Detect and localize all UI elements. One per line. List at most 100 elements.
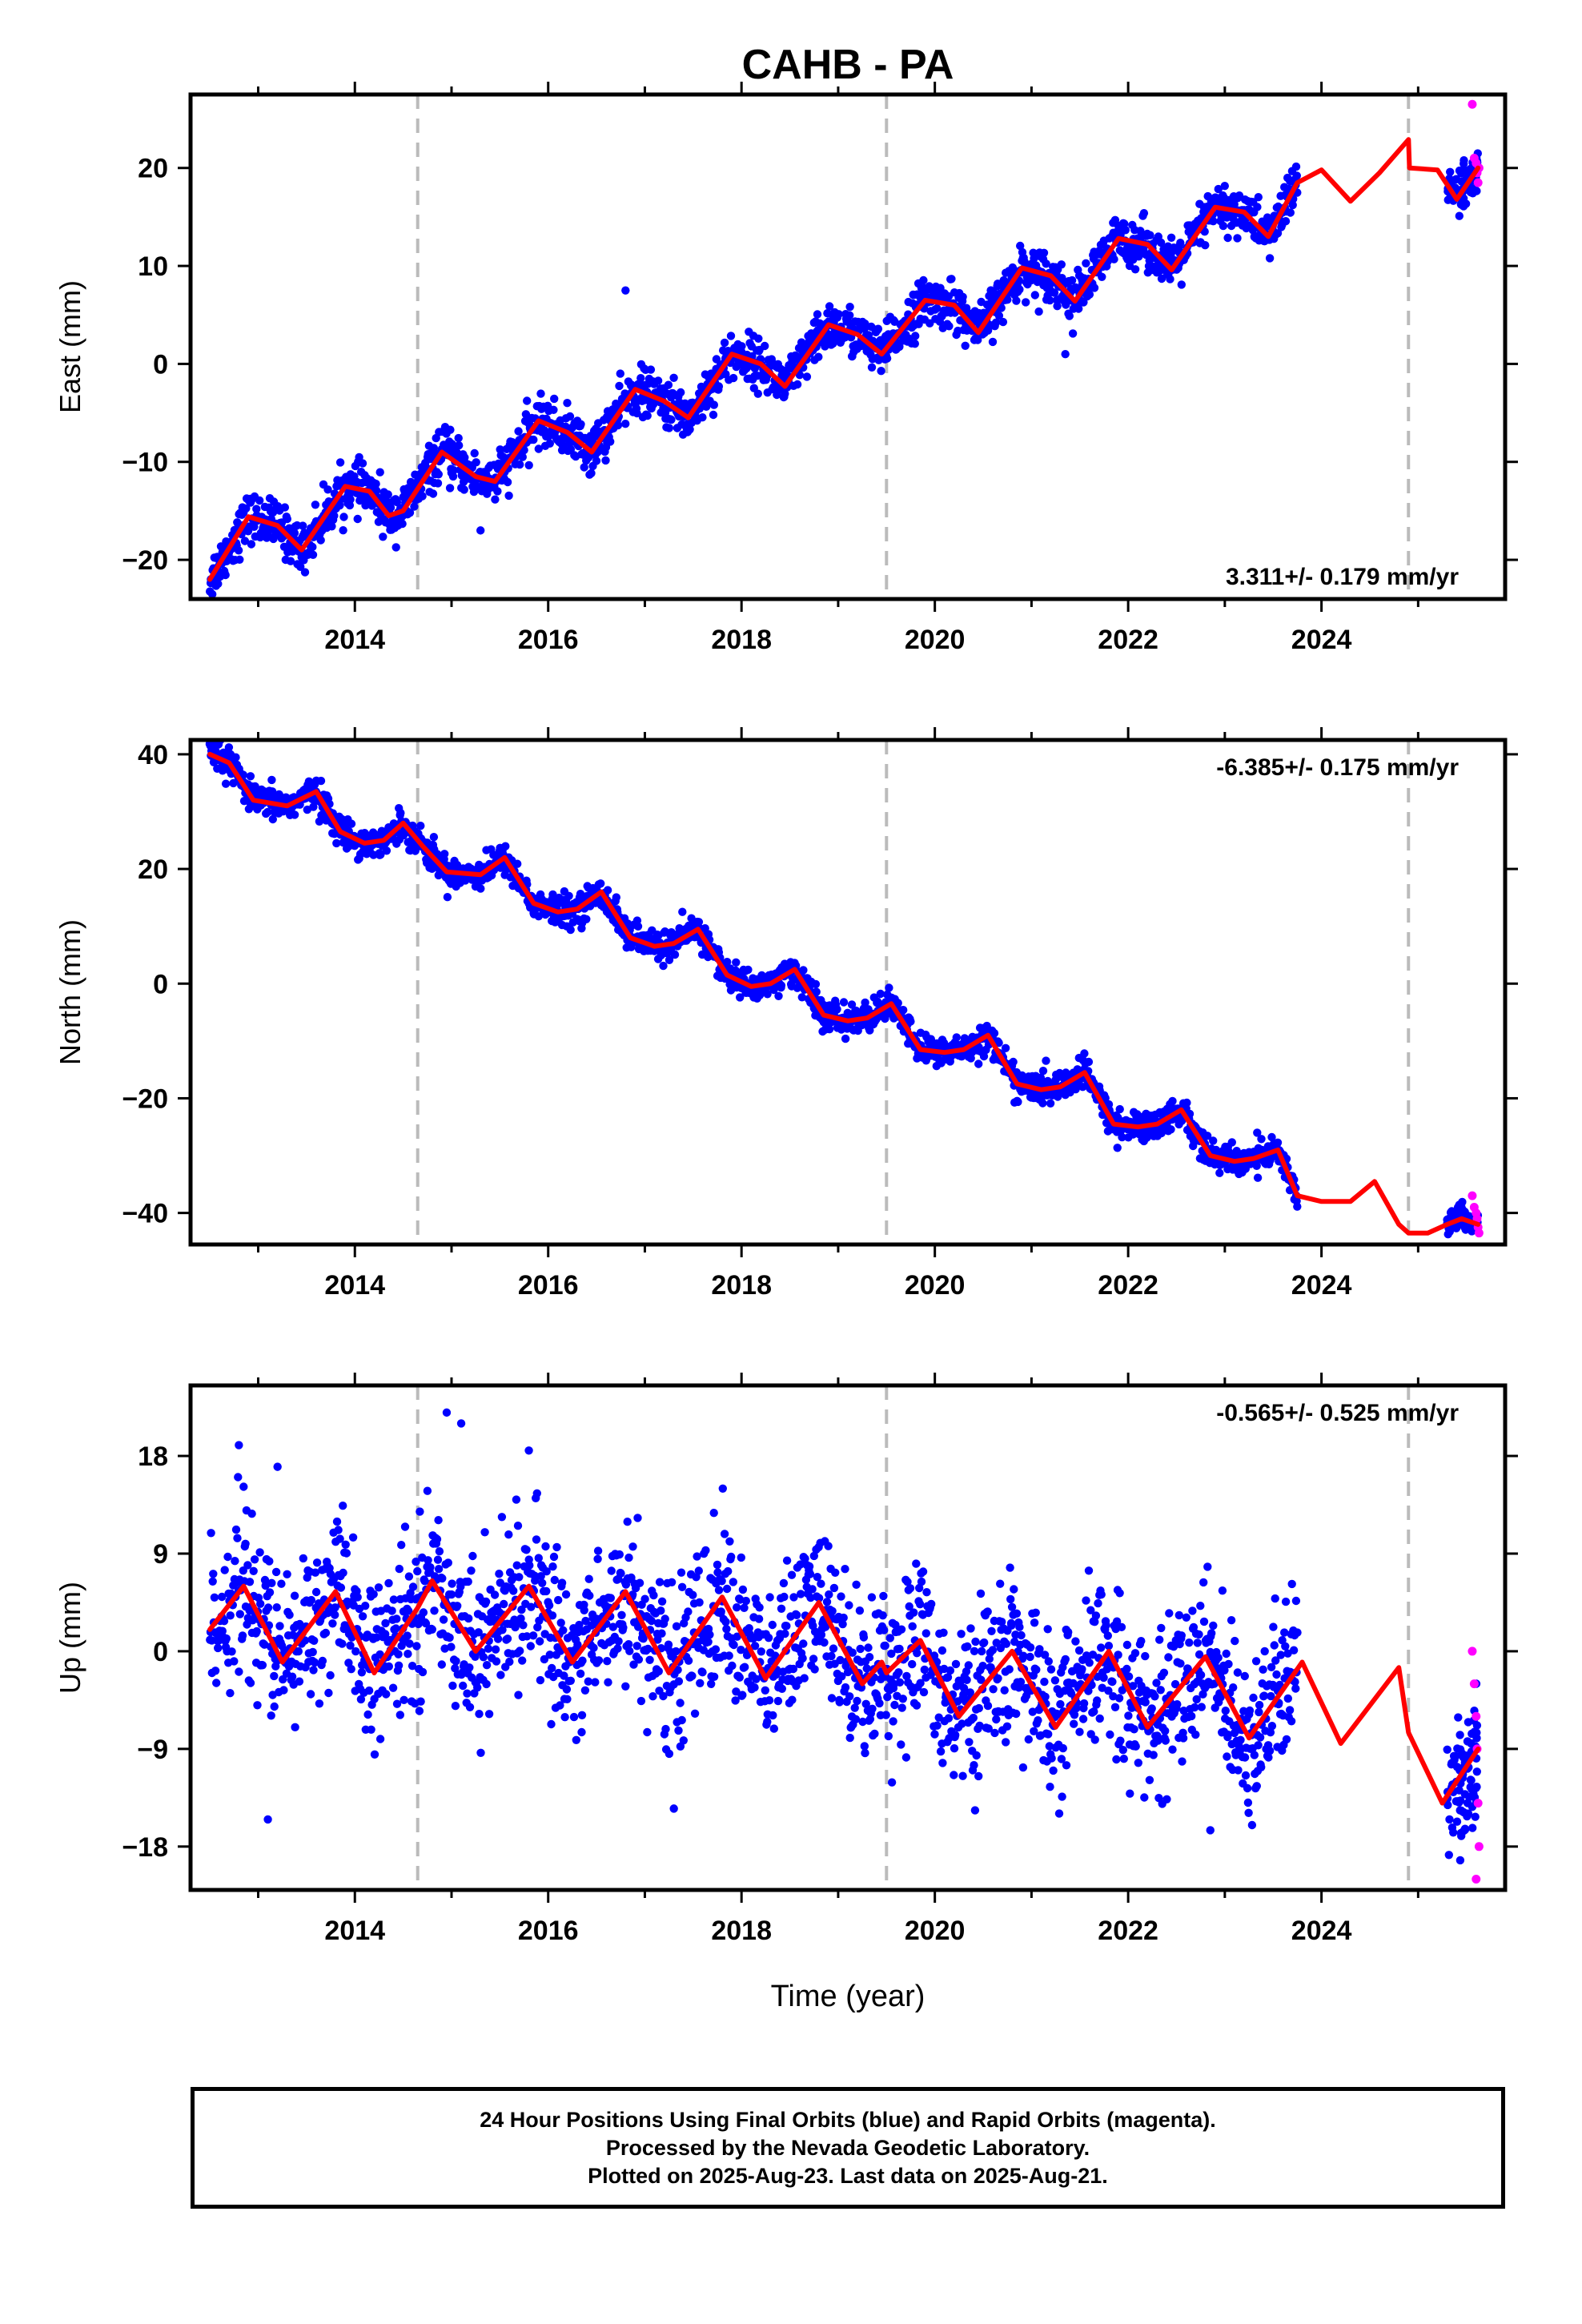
final-orbit-point: [1009, 1057, 1018, 1067]
final-orbit-point: [348, 1533, 358, 1542]
final-orbit-point: [645, 1655, 654, 1664]
final-orbit-point: [669, 373, 678, 382]
final-orbit-point: [440, 850, 449, 858]
final-orbit-point: [448, 1579, 456, 1588]
final-orbit-point: [705, 1630, 714, 1639]
final-orbit-point: [926, 319, 934, 328]
final-orbit-point: [627, 1573, 636, 1582]
final-orbit-point: [601, 456, 610, 465]
final-orbit-point: [617, 1610, 626, 1620]
final-orbit-point: [397, 1541, 406, 1550]
final-orbit-point: [389, 1595, 399, 1604]
final-orbit-point: [834, 310, 843, 319]
final-orbit-point: [802, 372, 812, 381]
final-orbit-points: [206, 149, 1483, 599]
final-orbit-point: [1265, 254, 1275, 263]
final-orbit-point: [773, 390, 781, 400]
final-orbit-point: [497, 1513, 507, 1522]
final-orbit-point: [218, 1592, 227, 1602]
final-orbit-point: [416, 1697, 425, 1706]
final-orbit-point: [569, 1712, 579, 1722]
final-orbit-point: [899, 1006, 908, 1015]
final-orbit-point: [358, 459, 367, 468]
final-orbit-point: [1003, 296, 1012, 304]
final-orbit-point: [1113, 1144, 1122, 1152]
final-orbit-point: [673, 1666, 682, 1675]
final-orbit-point: [295, 1677, 304, 1686]
final-orbit-point: [557, 1578, 567, 1587]
final-orbit-point: [231, 1557, 239, 1566]
final-orbit-point: [540, 1655, 549, 1664]
y-tick-label: −10: [122, 448, 168, 478]
final-orbit-point: [1015, 285, 1024, 294]
final-orbit-point: [608, 1622, 617, 1631]
final-orbit-point: [1080, 1049, 1089, 1058]
final-orbit-point: [339, 513, 348, 521]
final-orbit-point: [493, 1634, 503, 1643]
final-orbit-point: [548, 1562, 557, 1571]
final-orbit-point: [714, 382, 724, 391]
final-orbit-point: [331, 1603, 339, 1612]
rate-annotation: -6.385+/- 0.175 mm/yr: [1216, 754, 1459, 781]
final-orbit-point: [428, 489, 438, 498]
final-orbit-point: [518, 452, 527, 461]
final-orbit-point: [615, 1550, 624, 1559]
final-orbit-point: [664, 1640, 673, 1649]
final-orbit-point: [267, 787, 277, 796]
final-orbit-point: [1253, 203, 1262, 211]
x-tick-label: 2022: [1098, 1270, 1158, 1301]
final-orbit-point: [299, 1554, 307, 1563]
final-orbit-point: [419, 1608, 428, 1617]
final-orbit-point: [391, 1624, 400, 1633]
final-orbit-point: [265, 1588, 275, 1597]
final-orbit-point: [326, 1671, 335, 1680]
final-orbit-point: [209, 1570, 218, 1578]
final-orbit-point: [1016, 241, 1025, 251]
final-orbit-point: [371, 486, 381, 495]
final-orbit-point: [332, 838, 341, 848]
final-orbit-point: [1456, 169, 1466, 178]
final-orbit-point: [1136, 227, 1145, 235]
final-orbit-point: [670, 950, 680, 959]
final-orbit-point: [623, 1518, 632, 1526]
final-orbit-point: [839, 998, 849, 1007]
final-orbit-point: [396, 808, 405, 818]
final-orbit-point: [795, 371, 805, 380]
final-orbit-point: [250, 1555, 259, 1564]
final-orbit-point: [763, 990, 772, 999]
final-orbit-point: [311, 501, 320, 509]
final-orbit-point: [291, 1723, 299, 1731]
final-orbit-point: [885, 983, 893, 992]
final-orbit-point: [446, 425, 455, 434]
final-orbit-point: [672, 1622, 681, 1631]
final-orbit-point: [280, 503, 289, 512]
final-orbit-point: [379, 533, 387, 541]
final-orbit-point: [737, 342, 746, 351]
final-orbit-point: [279, 1686, 288, 1695]
final-orbit-point: [544, 1601, 554, 1610]
final-orbit-point: [270, 1702, 279, 1711]
final-orbit-point: [296, 562, 305, 571]
final-orbit-point: [308, 1647, 317, 1657]
final-orbit-point: [659, 961, 668, 971]
final-orbit-point: [290, 1591, 299, 1600]
final-orbit-point: [363, 1710, 372, 1719]
final-orbit-point: [532, 1535, 541, 1544]
final-orbit-point: [761, 341, 769, 351]
final-orbit-point: [695, 1598, 704, 1607]
x-tick-label: 2016: [518, 1270, 579, 1301]
final-orbit-point: [447, 1590, 456, 1599]
final-orbit-point: [1220, 182, 1230, 191]
final-orbit-point: [413, 1566, 422, 1576]
final-orbit-point: [632, 1642, 641, 1651]
final-orbit-point: [547, 1719, 556, 1729]
final-orbit-point: [300, 568, 310, 577]
final-orbit-point: [396, 1711, 404, 1719]
final-orbit-point: [1079, 298, 1088, 307]
final-orbit-point: [657, 1597, 667, 1606]
final-orbit-point: [464, 1577, 472, 1586]
final-orbit-point: [465, 1663, 474, 1672]
final-orbit-point: [353, 1593, 362, 1602]
final-orbit-point: [947, 275, 956, 283]
final-orbit-point: [324, 1688, 333, 1698]
